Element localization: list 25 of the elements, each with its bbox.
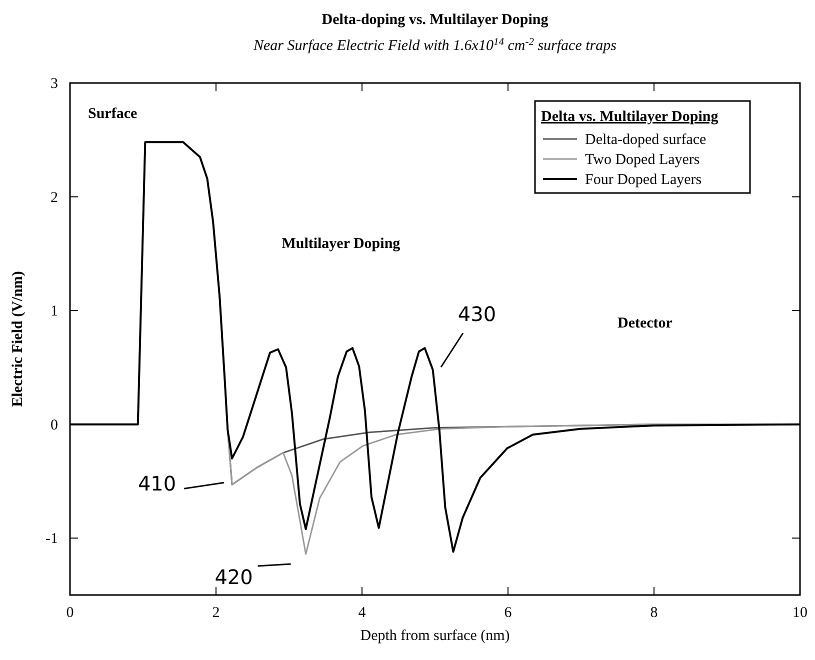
y-tick-label: 0 <box>50 417 58 434</box>
legend-label: Four Doped Layers <box>585 172 702 188</box>
x-tick-label: 8 <box>650 605 658 621</box>
y-tick-label: -1 <box>46 531 58 548</box>
annotation: 430 <box>458 302 496 326</box>
chart-title: Delta-doping vs. Multilayer Doping <box>322 12 549 28</box>
annotation: Surface <box>88 106 138 122</box>
x-tick-label: 10 <box>792 605 808 621</box>
annotation: 420 <box>214 565 253 590</box>
annotation: Multilayer Doping <box>282 236 401 252</box>
x-axis-title: Depth from surface (nm) <box>360 628 510 644</box>
x-tick-label: 4 <box>358 605 366 621</box>
legend-label: Delta-doped surface <box>585 132 707 148</box>
annotation: Detector <box>618 316 673 332</box>
x-tick-label: 6 <box>504 605 512 621</box>
chart-subtitle: Near Surface Electric Field with 1.6x10$^{14}$ cm$^{-2}$ surface traps <box>252 36 617 54</box>
annotation: 410 <box>138 472 176 496</box>
legend-label: Two Doped Layers <box>585 152 700 168</box>
y-tick-label: 3 <box>50 76 58 92</box>
x-tick-label: 2 <box>212 605 220 621</box>
y-axis-title: Electric Field (V/nm) <box>10 271 26 407</box>
y-tick-label: 2 <box>50 190 58 206</box>
x-tick-label: 0 <box>66 605 74 621</box>
y-tick-label: 1 <box>50 304 58 320</box>
legend-title: Delta vs. Multilayer Doping <box>541 109 719 125</box>
